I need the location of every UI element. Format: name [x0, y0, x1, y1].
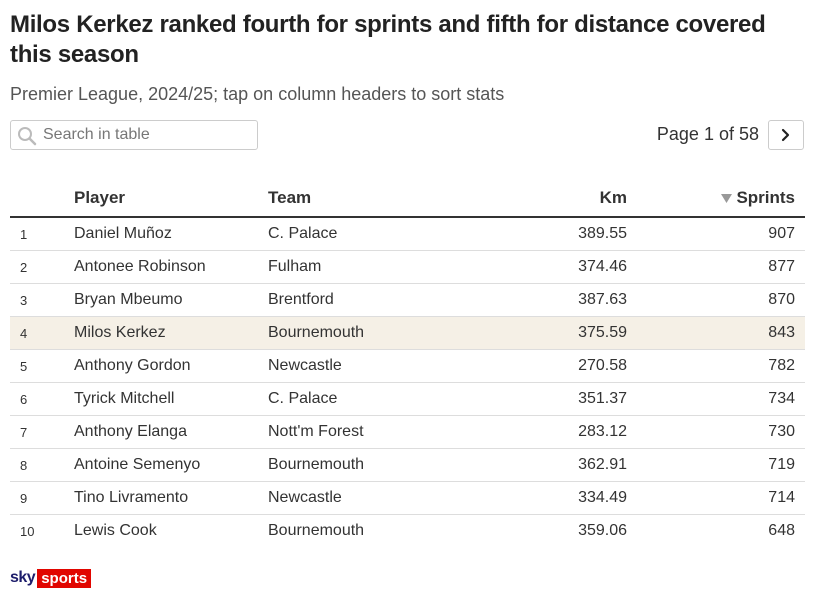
cell-km: 375.59: [468, 316, 627, 350]
cell-team: Brentford: [268, 283, 468, 317]
cell-km: 387.63: [468, 283, 627, 317]
cell-player: Tyrick Mitchell: [74, 382, 268, 416]
cell-sprints: 719: [627, 448, 805, 482]
cell-player: Anthony Gordon: [74, 349, 268, 383]
cell-team: Bournemouth: [268, 316, 468, 350]
cell-km: 351.37: [468, 382, 627, 416]
table-row: 4 Milos Kerkez Bournemouth 375.59 843: [10, 316, 805, 350]
search-input[interactable]: [43, 124, 248, 146]
next-page-button[interactable]: [768, 120, 804, 150]
column-header-team[interactable]: Team: [268, 180, 468, 218]
cell-sprints: 782: [627, 349, 805, 383]
cell-player: Antoine Semenyo: [74, 448, 268, 482]
cell-rank: 5: [10, 349, 74, 383]
cell-player: Lewis Cook: [74, 522, 157, 539]
cell-rank: 2: [10, 250, 74, 284]
column-header-km[interactable]: Km: [468, 180, 627, 218]
chart-title: Milos Kerkez ranked fourth for sprints a…: [10, 11, 766, 68]
cell-rank: 8: [10, 448, 74, 482]
table-body: 1 Daniel Muñoz C. Palace 389.55 907 2 Antonee …: [10, 217, 805, 547]
cell-rank: 7: [10, 415, 74, 449]
cell-km: 374.46: [468, 250, 627, 284]
cell-rank: 4: [10, 316, 74, 350]
search-box[interactable]: [10, 120, 258, 150]
cell-team: Nott'm Forest: [268, 415, 468, 449]
cell-km: 359.06: [578, 522, 627, 539]
cell-sprints: 870: [627, 283, 805, 317]
cell-team: Newcastle: [268, 481, 468, 515]
logo-sky-text: sky: [10, 569, 36, 586]
table-row: 1 Daniel Muñoz C. Palace 389.55 907: [10, 217, 805, 251]
logo-sports-text: sports: [37, 568, 92, 588]
column-header-sprints-label: Sprints: [736, 188, 795, 207]
table-row: 8 Antoine Semenyo Bournemouth 362.91 719: [10, 448, 805, 482]
cell-team: Newcastle: [268, 349, 468, 383]
cell-team: C. Palace: [268, 382, 468, 416]
column-header-player[interactable]: Player: [74, 180, 268, 218]
cell-team: Bournemouth: [268, 448, 468, 482]
cell-player: Milos Kerkez: [74, 316, 268, 350]
sort-down-triangle-icon: [721, 194, 733, 204]
cell-player: Antonee Robinson: [74, 250, 268, 284]
column-header-sprints[interactable]: Sprints: [627, 180, 805, 218]
cell-km: 270.58: [468, 349, 627, 383]
table-header-row: Player Team Km Sprints: [10, 180, 805, 218]
cell-km: 362.91: [468, 448, 627, 482]
cell-rank: 3: [10, 283, 74, 317]
sky-sports-logo: sky sports: [10, 568, 92, 588]
cell-km: 389.55: [468, 217, 627, 251]
cell-sprints: 843: [627, 316, 805, 350]
table-row: 2 Antonee Robinson Fulham 374.46 877: [10, 250, 805, 284]
cell-rank: 9: [10, 481, 74, 515]
cell-sprints: 714: [627, 481, 805, 515]
cell-sprints: 730: [627, 415, 805, 449]
cell-sprints: 648: [768, 522, 795, 539]
table-row: 3 Bryan Mbeumo Brentford 387.63 870: [10, 283, 805, 317]
table-row: 9 Tino Livramento Newcastle 334.49 714: [10, 481, 805, 515]
page-indicator: Page 1 of 58: [656, 124, 759, 144]
search-icon: [18, 127, 37, 146]
table-row: 5 Anthony Gordon Newcastle 270.58 782: [10, 349, 805, 383]
cell-player: Bryan Mbeumo: [74, 283, 268, 317]
chevron-right-icon: [781, 128, 790, 142]
cell-km: 283.12: [468, 415, 627, 449]
table-row: 7 Anthony Elanga Nott'm Forest 283.12 730: [10, 415, 805, 449]
column-header-rank: [10, 180, 74, 218]
cell-player: Anthony Elanga: [74, 415, 268, 449]
cell-sprints: 907: [627, 217, 805, 251]
cell-rank: 1: [10, 217, 74, 251]
cell-team: Bournemouth: [268, 522, 365, 539]
table-row: 6 Tyrick Mitchell C. Palace 351.37 734: [10, 382, 805, 416]
cell-rank: 10: [20, 523, 35, 539]
cell-sprints: 734: [627, 382, 805, 416]
stats-table: Player Team Km Sprints 1 Daniel Muñoz C. P…: [10, 180, 805, 547]
cell-team: Fulham: [268, 250, 468, 284]
cell-sprints: 877: [627, 250, 805, 284]
cell-player: Tino Livramento: [74, 481, 268, 515]
cell-team: C. Palace: [268, 217, 468, 251]
cell-player: Daniel Muñoz: [74, 217, 268, 251]
chart-subtitle: Premier League, 2024/25; tap on column h…: [10, 84, 505, 104]
cell-rank: 6: [10, 382, 74, 416]
cell-km: 334.49: [468, 481, 627, 515]
table-row: 10 Lewis Cook Bournemouth 359.06 648: [10, 515, 805, 548]
